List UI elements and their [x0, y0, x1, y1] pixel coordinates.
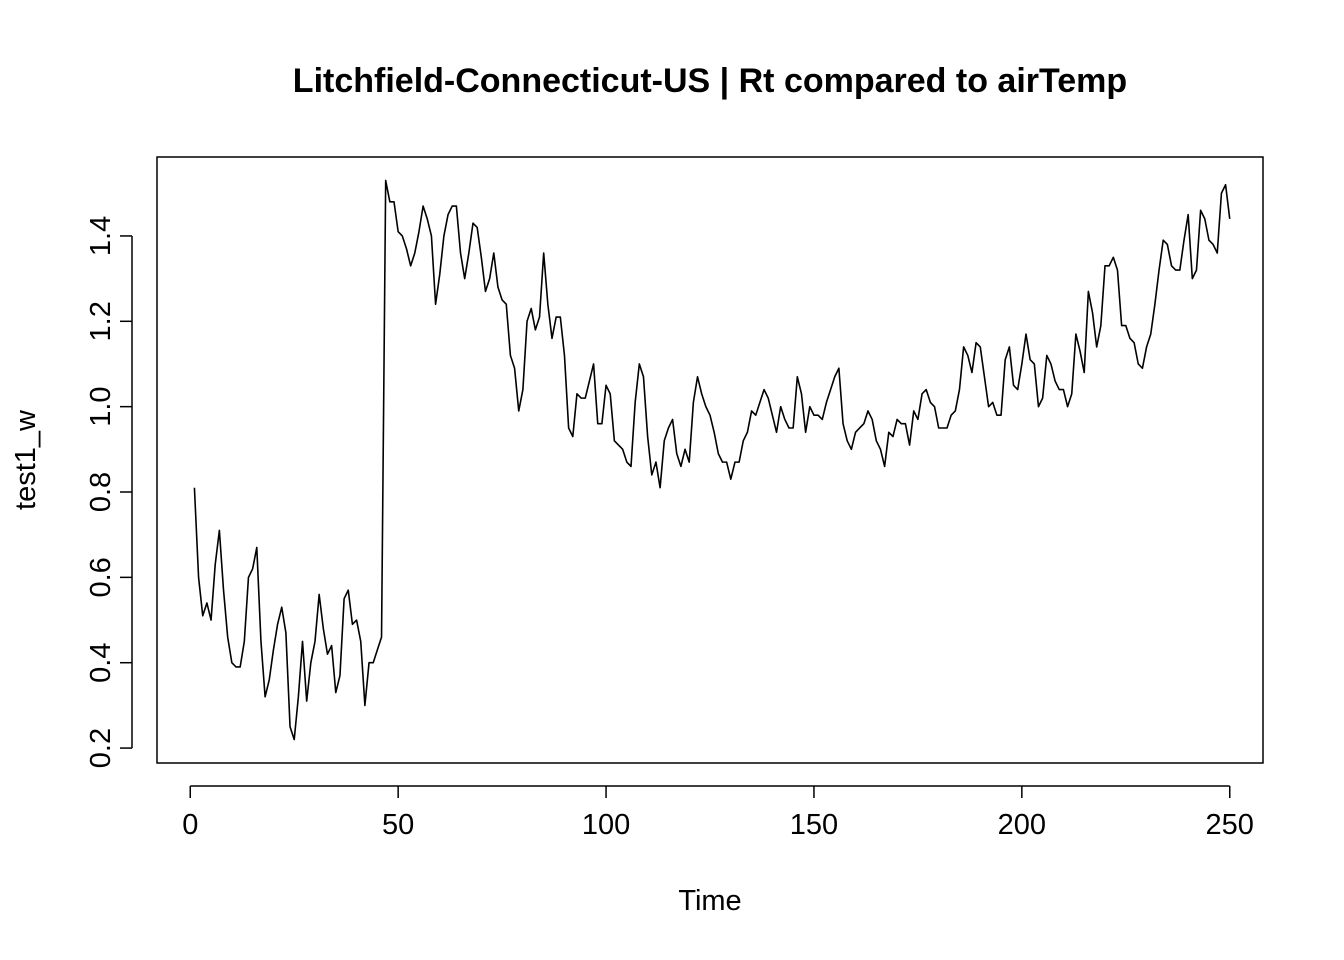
y-tick-label: 0.8	[85, 472, 117, 512]
plot-area	[156, 156, 1264, 764]
y-axis: 0.2 0.4 0.6 0.8 1.0 1.2 1.4	[85, 216, 133, 768]
x-tick-label: 150	[790, 809, 838, 841]
y-tick-label: 0.6	[85, 557, 117, 597]
y-tick-label: 1.2	[85, 301, 117, 341]
y-tick-label: 0.2	[85, 728, 117, 768]
x-tick-label: 100	[582, 809, 630, 841]
y-tick-label: 1.0	[85, 386, 117, 426]
x-axis-label: Time	[678, 885, 741, 917]
series-line	[193, 179, 1231, 741]
x-tick-label: 0	[182, 809, 198, 841]
chart-title: Litchfield-Connecticut-US | Rt compared …	[293, 62, 1127, 100]
y-axis-label: test1_w	[10, 409, 42, 510]
x-tick-label: 50	[382, 809, 414, 841]
y-tick-label: 0.4	[85, 643, 117, 683]
y-tick-label: 1.4	[85, 216, 117, 256]
x-tick-label: 200	[998, 809, 1046, 841]
x-axis: 0 50 100 150 200 250	[182, 785, 1254, 841]
x-tick-label: 250	[1206, 809, 1254, 841]
